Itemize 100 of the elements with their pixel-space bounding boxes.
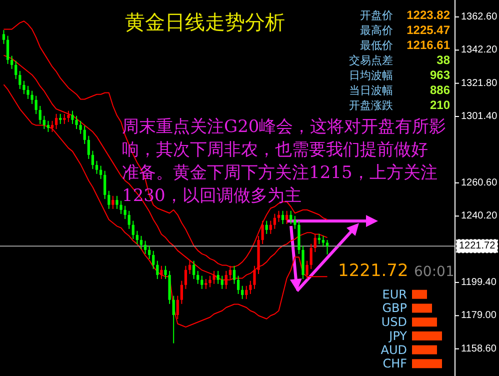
bar: [412, 304, 432, 313]
bar: [412, 359, 442, 368]
candlestick: [277, 210, 280, 222]
candlestick: [245, 285, 248, 300]
y-tick-label: 1362.60: [461, 11, 498, 22]
candlestick: [99, 165, 102, 180]
candlestick: [75, 115, 78, 130]
candlestick: [132, 220, 134, 240]
text: 最低价 1216.61: [360, 38, 450, 52]
candlestick: [91, 150, 94, 170]
candlestick: [196, 270, 200, 284]
candlestick: [104, 170, 106, 200]
y-tick-label: GBP: [382, 301, 407, 316]
candlestick: [120, 200, 122, 214]
candlestick: [172, 295, 175, 344]
candlestick: [188, 260, 192, 274]
candlestick: [184, 265, 188, 290]
candlestick: [140, 235, 143, 250]
y-tick-label: 1342.20: [461, 44, 498, 56]
candlestick: [265, 220, 268, 234]
text: 黄金日线走势分析: [125, 10, 285, 34]
candlestick: [2, 30, 6, 44]
candlestick: [116, 195, 118, 210]
candlestick: [30, 90, 34, 104]
text: 1221.72: [338, 261, 408, 281]
candlestick: [22, 80, 26, 95]
bar: [412, 318, 437, 327]
candlestick: [71, 110, 74, 124]
candlestick: [79, 120, 82, 134]
candlestick: [273, 213, 276, 230]
candlestick: [83, 125, 86, 144]
candlestick: [18, 70, 22, 90]
y-tick-label: 1158.60: [461, 343, 497, 354]
candlestick: [180, 280, 183, 304]
text: 交易点差 38: [349, 53, 450, 67]
candlestick: [42, 115, 46, 130]
y-tick-label: USD: [381, 315, 407, 330]
candlestick: [192, 260, 196, 280]
candlestick: [95, 160, 98, 174]
bar: [412, 331, 442, 340]
candlestick: [204, 278, 208, 290]
candlestick: [281, 210, 284, 225]
candlestick: [249, 280, 252, 294]
candlestick: [269, 220, 272, 234]
candlestick: [220, 275, 224, 290]
candlestick: [216, 270, 220, 284]
candlestick: [156, 260, 159, 280]
candlestick: [50, 120, 54, 132]
y-tick-label: EUR: [382, 287, 407, 302]
candlestick: [310, 243, 312, 270]
y-tick-label: 1260.60: [461, 177, 498, 188]
candlestick: [261, 220, 264, 245]
candlestick: [26, 85, 30, 100]
candlestick: [208, 275, 212, 288]
candlestick: [14, 60, 18, 80]
text: 开盘价 1223.82: [360, 8, 450, 22]
candlestick: [306, 260, 308, 280]
candlestick: [87, 135, 90, 160]
candlestick: [38, 105, 42, 124]
candlestick: [318, 233, 320, 245]
y-tick-label: CHF: [382, 356, 408, 371]
text: 60:01: [414, 264, 454, 280]
candlestick: [290, 210, 292, 225]
candlestick: [108, 190, 110, 210]
candlestick: [176, 295, 179, 320]
y-tick-label: 1301.40: [461, 110, 498, 122]
candlestick: [59, 113, 62, 124]
candlestick: [286, 210, 288, 225]
y-tick-label: 1321.80: [461, 78, 498, 89]
y-tick-label: 1199.40: [461, 276, 497, 288]
y-tick-label: JPY: [388, 328, 408, 343]
candlestick: [6, 35, 10, 64]
candlestick: [67, 110, 70, 123]
candlestick: [148, 245, 151, 260]
text: 当日波幅 886: [349, 83, 450, 97]
text: 日均波幅 963: [349, 68, 450, 82]
candlestick: [46, 120, 50, 132]
text: 开盘涨跌 210: [349, 98, 450, 112]
candlestick: [232, 265, 236, 284]
candlestick: [10, 55, 14, 70]
candlestick: [160, 265, 163, 280]
candlestick: [200, 275, 204, 290]
text: 最高价 1225.47: [360, 23, 450, 37]
candlestick: [241, 285, 244, 300]
candlestick: [152, 250, 155, 270]
candlestick: [128, 210, 130, 230]
candlestick: [112, 195, 114, 210]
candlestick: [34, 95, 38, 115]
candlestick: [314, 233, 316, 253]
candlestick: [144, 240, 147, 254]
y-tick-label: AUD: [380, 342, 407, 357]
bar: [412, 345, 437, 354]
candlestick: [236, 275, 240, 294]
ref-line-label: 1221.72: [459, 240, 496, 252]
candlestick: [294, 215, 296, 230]
y-tick-label: 1240.20: [461, 210, 498, 222]
candlestick: [326, 240, 329, 255]
bar: [412, 290, 427, 299]
candlestick: [63, 113, 66, 124]
y-tick-label: 1179.00: [461, 310, 497, 322]
